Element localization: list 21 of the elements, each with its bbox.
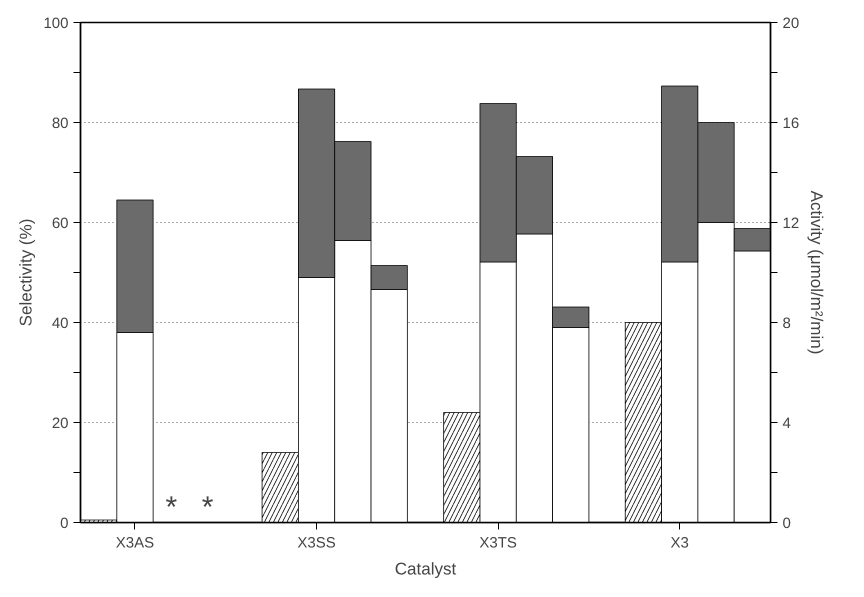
y2-tick-label: 4 bbox=[782, 415, 791, 432]
x-tick-label: X3 bbox=[670, 534, 689, 552]
y2-tick-label: 8 bbox=[782, 315, 791, 332]
y-tick-label: 0 bbox=[60, 515, 68, 532]
y2-tick-label: 0 bbox=[782, 515, 791, 532]
y-tick-label: 100 bbox=[43, 15, 69, 32]
x-tick-label: X3TS bbox=[479, 534, 517, 552]
y-tick-label: 80 bbox=[52, 115, 69, 132]
y-axis-title: Selectivity (%) bbox=[16, 218, 36, 326]
y2-tick-label: 16 bbox=[782, 115, 800, 132]
x-tick-label: X3AS bbox=[116, 534, 154, 552]
y2-axis-title: Activity (μmol/m²/min) bbox=[807, 190, 826, 354]
y2-tick-label: 20 bbox=[782, 15, 800, 32]
annotation: * bbox=[165, 491, 178, 524]
y2-tick-label: 12 bbox=[782, 215, 800, 232]
y-tick-label: 60 bbox=[52, 215, 69, 232]
x-tick-label: X3SS bbox=[297, 534, 336, 552]
x-axis-title: Catalyst bbox=[394, 560, 456, 578]
y-tick-label: 40 bbox=[52, 315, 69, 332]
y-tick-label: 20 bbox=[52, 415, 69, 432]
annotation: * bbox=[202, 491, 214, 524]
